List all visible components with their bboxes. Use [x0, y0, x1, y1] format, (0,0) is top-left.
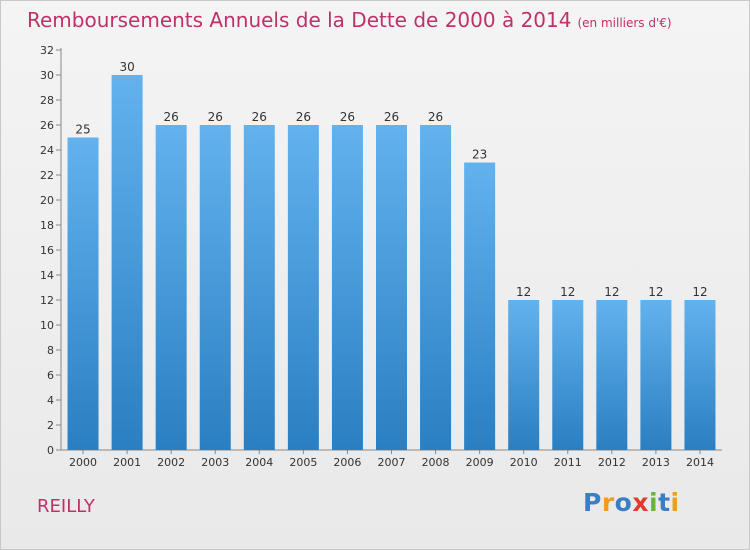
y-tick-label: 6 [47, 369, 54, 382]
x-tick-label: 2007 [378, 456, 406, 469]
logo-letter: r [601, 488, 615, 517]
data-label: 12 [560, 285, 575, 299]
x-tick-label: 2011 [554, 456, 582, 469]
bar-2014 [684, 300, 716, 450]
logo-letter: t [658, 488, 671, 517]
x-tick-label: 2008 [422, 456, 450, 469]
data-label: 26 [296, 110, 311, 124]
y-tick-label: 22 [40, 169, 54, 182]
data-label: 26 [384, 110, 399, 124]
logo-letter: i [670, 488, 680, 517]
bar-2013 [640, 300, 672, 450]
data-label: 12 [604, 285, 619, 299]
logo-letter: i [649, 488, 659, 517]
data-label: 23 [472, 148, 487, 162]
y-tick-label: 4 [47, 394, 54, 407]
y-tick-label: 0 [47, 444, 54, 457]
data-label: 12 [516, 285, 531, 299]
chart-title: Remboursements Annuels de la Dette de 20… [27, 8, 672, 32]
y-tick-label: 14 [40, 269, 54, 282]
proxiti-logo: Proxiti [583, 488, 680, 517]
data-label: 26 [340, 110, 355, 124]
logo-letter: x [632, 488, 649, 517]
bar-2005 [287, 125, 319, 450]
bar-2011 [552, 300, 584, 450]
y-tick-label: 24 [40, 144, 54, 157]
y-tick-label: 20 [40, 194, 54, 207]
x-tick-label: 2013 [642, 456, 670, 469]
y-tick-label: 32 [40, 44, 54, 57]
bar-2012 [596, 300, 628, 450]
y-tick-label: 8 [47, 344, 54, 357]
logo-letter: P [583, 488, 602, 517]
unit-label: (en milliers d'€) [577, 16, 672, 30]
y-tick-label: 2 [47, 419, 54, 432]
x-tick-label: 2003 [201, 456, 229, 469]
bar-2008 [420, 125, 452, 450]
bar-2009 [464, 162, 496, 450]
x-tick-label: 2001 [113, 456, 141, 469]
bar-2006 [331, 125, 363, 450]
x-tick-label: 2012 [598, 456, 626, 469]
bar-2007 [376, 125, 407, 450]
logo-letter: o [614, 488, 633, 517]
data-label: 26 [208, 110, 223, 124]
x-tick-label: 2010 [510, 456, 538, 469]
y-tick-label: 16 [40, 244, 54, 257]
bar-2010 [508, 300, 540, 450]
title-text: Remboursements Annuels de la Dette de 20… [27, 8, 572, 32]
y-tick-label: 30 [40, 69, 54, 82]
bar-2004 [243, 125, 275, 450]
data-label: 26 [428, 110, 443, 124]
x-tick-label: 2006 [333, 456, 361, 469]
y-tick-label: 28 [40, 94, 54, 107]
x-tick-label: 2000 [69, 456, 97, 469]
data-label: 26 [164, 110, 179, 124]
bar-2001 [111, 75, 143, 450]
commune-name: REILLY [37, 496, 95, 517]
bars [67, 75, 716, 450]
y-tick-label: 18 [40, 219, 54, 232]
y-tick-label: 10 [40, 319, 54, 332]
x-tick-label: 2009 [466, 456, 494, 469]
data-label: 25 [75, 123, 90, 137]
data-label: 30 [119, 60, 134, 74]
x-tick-label: 2004 [245, 456, 273, 469]
x-tick-label: 2002 [157, 456, 185, 469]
y-tick-label: 26 [40, 119, 54, 132]
bar-2003 [199, 125, 231, 450]
x-tick-label: 2005 [289, 456, 317, 469]
y-tick-label: 12 [40, 294, 54, 307]
data-label: 12 [692, 285, 707, 299]
x-tick-label: 2014 [686, 456, 714, 469]
data-labels: 25 30 26 26 26 26 26 26 26 23 12 12 12 12 12 [75, 60, 707, 299]
data-label: 26 [252, 110, 267, 124]
bar-2000 [67, 137, 99, 450]
data-label: 12 [648, 285, 663, 299]
bar-2002 [155, 125, 187, 450]
